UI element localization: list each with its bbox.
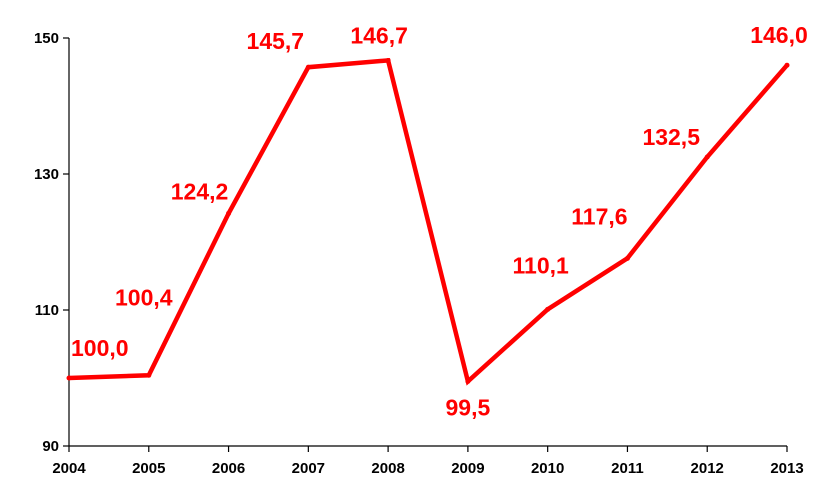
- data-label: 146,7: [350, 22, 408, 48]
- series-group: [66, 57, 790, 386]
- x-tick-label: 2011: [611, 460, 644, 477]
- data-label: 117,6: [571, 203, 627, 229]
- data-point: [146, 372, 152, 378]
- x-tick-label: 2013: [770, 460, 803, 477]
- data-label: 99,5: [446, 394, 491, 420]
- data-point: [305, 64, 311, 70]
- data-point: [465, 378, 471, 384]
- series-line: [68, 57, 789, 386]
- data-point: [385, 57, 391, 63]
- x-tick-label: 2004: [52, 460, 86, 477]
- data-point: [66, 375, 72, 381]
- data-label: 132,5: [642, 124, 700, 150]
- data-point: [704, 154, 710, 160]
- data-label: 110,1: [513, 252, 569, 278]
- data-label: 124,2: [171, 178, 229, 204]
- y-axis-ticks: 90 110 130 150: [34, 30, 69, 455]
- x-tick-label: 2010: [531, 460, 564, 477]
- x-axis-ticks: 2004 2005 2006 2007 2008 2009 2010 2011 2012 2013: [52, 446, 804, 477]
- data-label: 145,7: [247, 28, 305, 54]
- data-point: [226, 210, 232, 216]
- x-tick-label: 2012: [691, 460, 724, 477]
- x-tick-label: 2009: [451, 460, 484, 477]
- x-tick-label: 2006: [212, 460, 245, 477]
- x-tick-label: 2007: [292, 460, 325, 477]
- data-point: [784, 62, 790, 68]
- data-point: [624, 255, 630, 261]
- data-point: [545, 306, 551, 312]
- chart-axes: [68, 38, 787, 447]
- data-label: 100,0: [71, 335, 129, 361]
- data-label: 146,0: [750, 22, 808, 48]
- y-tick-label: 130: [34, 166, 59, 183]
- x-tick-label: 2008: [371, 460, 404, 477]
- x-tick-label: 2005: [132, 460, 165, 477]
- y-tick-label: 110: [35, 302, 59, 319]
- data-label: 100,4: [115, 284, 173, 310]
- y-tick-label: 150: [34, 30, 59, 47]
- y-tick-label: 90: [42, 438, 59, 455]
